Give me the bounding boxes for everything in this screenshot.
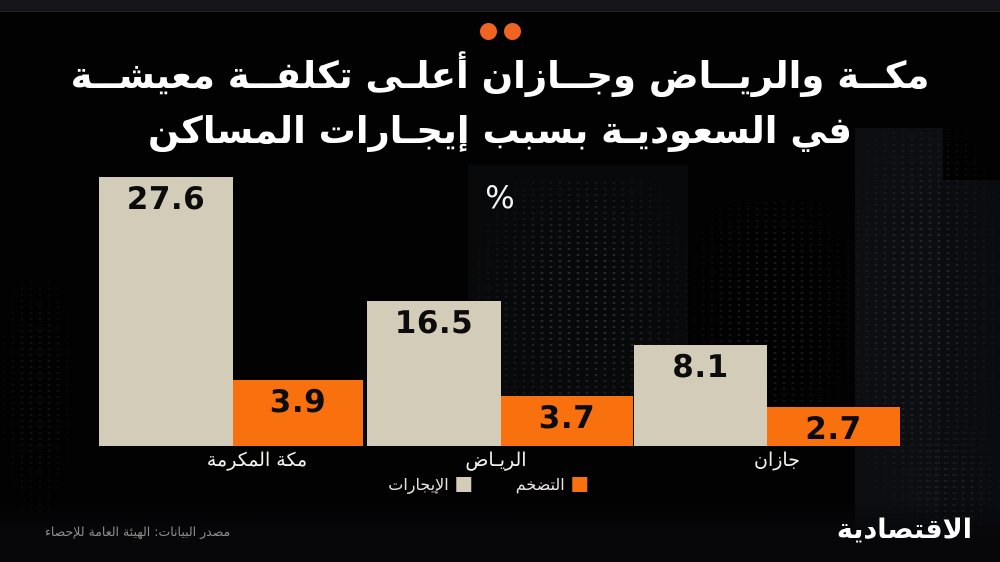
legend-item-rents: الإيجارات: [388, 475, 472, 494]
legend-label-rents: الإيجارات: [388, 475, 449, 494]
skyline-base: [0, 500, 1000, 562]
category-label-jazan: جازان: [754, 449, 800, 471]
bar-value-label: 16.5: [394, 305, 474, 341]
bar-inflation-riyadh: 3.7: [501, 396, 633, 446]
bar-inflation-mecca: 3.9: [233, 380, 363, 446]
chart-legend: الإيجارات التضخم: [388, 475, 588, 494]
brand-dots: [480, 23, 521, 40]
bar-inflation-jazan: 2.7: [767, 407, 900, 446]
building-silhouette: [940, 180, 1000, 562]
legend-item-inflation: التضخم: [516, 475, 588, 494]
bar-value-label: 8.1: [672, 349, 729, 385]
brand-dot-icon: [480, 23, 497, 40]
bar-value-label: 2.7: [805, 411, 862, 447]
category-label-mecca: مكة المكرمة: [206, 449, 308, 471]
bar-rents-riyadh: 16.5: [367, 301, 501, 446]
page-title-line1: مكــة والريــاض وجــازان أعلـى تكلفــة م…: [70, 54, 930, 97]
bar-value-label: 27.6: [126, 181, 206, 217]
bar-chart: 27.6 3.9 16.5 3.7 8.1 2.7: [99, 177, 900, 446]
bar-value-label: 3.7: [538, 400, 596, 436]
brand-dot-icon: [504, 23, 521, 40]
top-edge-strip: [0, 0, 1000, 12]
publisher-logo: الاقتصادية: [836, 514, 972, 545]
bar-rents-jazan: 8.1: [634, 345, 767, 446]
inflation-swatch-icon: [572, 477, 588, 492]
bar-value-label: 3.9: [269, 384, 327, 420]
city-lights-backdrop: [0, 280, 75, 520]
legend-label-inflation: التضخم: [515, 475, 565, 494]
category-label-riyadh: الريـاض: [465, 449, 527, 471]
data-source-note: مصدر البيانات: الهيئة العامة للإحصاء: [45, 524, 231, 539]
rents-swatch-icon: [456, 477, 472, 492]
building-silhouette: [855, 128, 943, 562]
unit-label-percent: %: [485, 180, 515, 216]
bar-rents-mecca: 27.6: [99, 177, 233, 446]
page-title: مكــة والريــاض وجــازان أعلـى تكلفــة م…: [0, 48, 1000, 158]
city-lights-backdrop: [845, 130, 1000, 520]
page-title-line2: في السعوديـة بسبب إيجـارات المساكن: [148, 109, 852, 152]
